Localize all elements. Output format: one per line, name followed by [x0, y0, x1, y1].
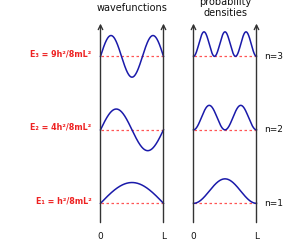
Text: n=3: n=3: [264, 52, 283, 61]
Text: 0: 0: [98, 232, 103, 241]
Text: 0: 0: [190, 232, 196, 241]
Text: L: L: [254, 232, 259, 241]
Text: wavefunctions: wavefunctions: [97, 3, 167, 13]
Text: E₂ = 4h²/8mL²: E₂ = 4h²/8mL²: [30, 123, 92, 132]
Text: n=1: n=1: [264, 199, 283, 208]
Text: E₃ = 9h²/8mL²: E₃ = 9h²/8mL²: [30, 49, 92, 58]
Text: n=2: n=2: [264, 125, 283, 134]
Text: L: L: [161, 232, 166, 241]
Text: probability
densities: probability densities: [199, 0, 251, 18]
Text: E₁ = h²/8mL²: E₁ = h²/8mL²: [36, 196, 92, 205]
